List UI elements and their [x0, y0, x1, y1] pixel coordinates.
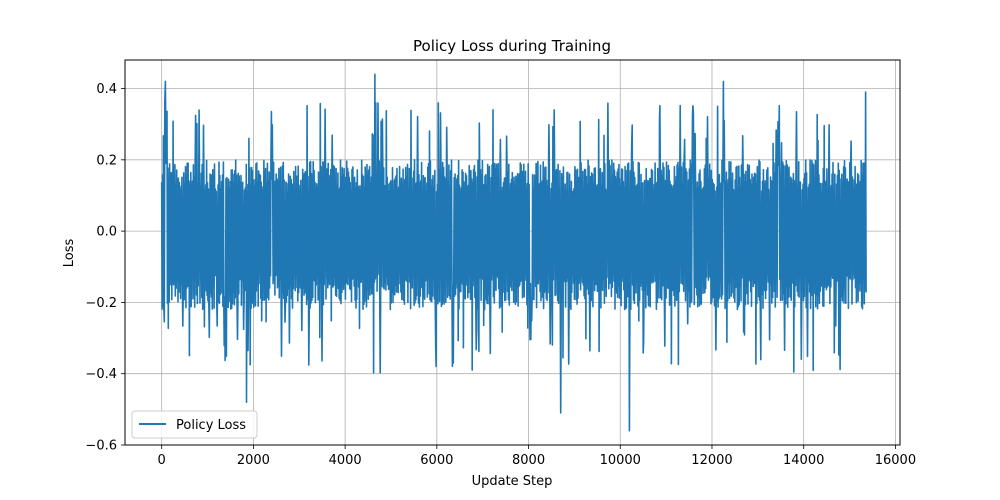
x-tick-label: 10000	[600, 453, 641, 468]
chart-title: Policy Loss during Training	[413, 37, 611, 55]
x-tick-label: 0	[158, 453, 166, 468]
x-tick-label: 6000	[420, 453, 453, 468]
y-tick-label: −0.6	[85, 439, 117, 454]
y-axis: −0.6 −0.4 −0.2 0.0 0.2 0.4	[85, 82, 125, 454]
x-tick-label: 2000	[237, 453, 270, 468]
legend-label: Policy Loss	[176, 418, 246, 433]
y-axis-label: Loss	[62, 239, 77, 268]
series-layer	[160, 73, 867, 432]
x-tick-label: 16000	[875, 453, 916, 468]
y-tick-label: 0.4	[96, 82, 117, 97]
x-tick-label: 12000	[691, 453, 732, 468]
y-tick-label: 0.2	[96, 153, 117, 168]
legend: Policy Loss	[131, 410, 258, 439]
x-tick-label: 4000	[329, 453, 362, 468]
plot-frame	[124, 59, 901, 446]
x-axis: 0 2000 4000 6000 8000 10000 12000 14000 16000	[158, 445, 916, 468]
legend-box	[131, 410, 258, 439]
x-tick-label: 14000	[783, 453, 824, 468]
x-tick-label: 8000	[512, 453, 545, 468]
x-axis-label: Update Step	[472, 474, 553, 489]
y-tick-label: −0.2	[85, 296, 117, 311]
series-line-policy-loss	[160, 73, 867, 432]
y-tick-label: 0.0	[96, 225, 117, 240]
y-tick-label: −0.4	[85, 367, 117, 382]
